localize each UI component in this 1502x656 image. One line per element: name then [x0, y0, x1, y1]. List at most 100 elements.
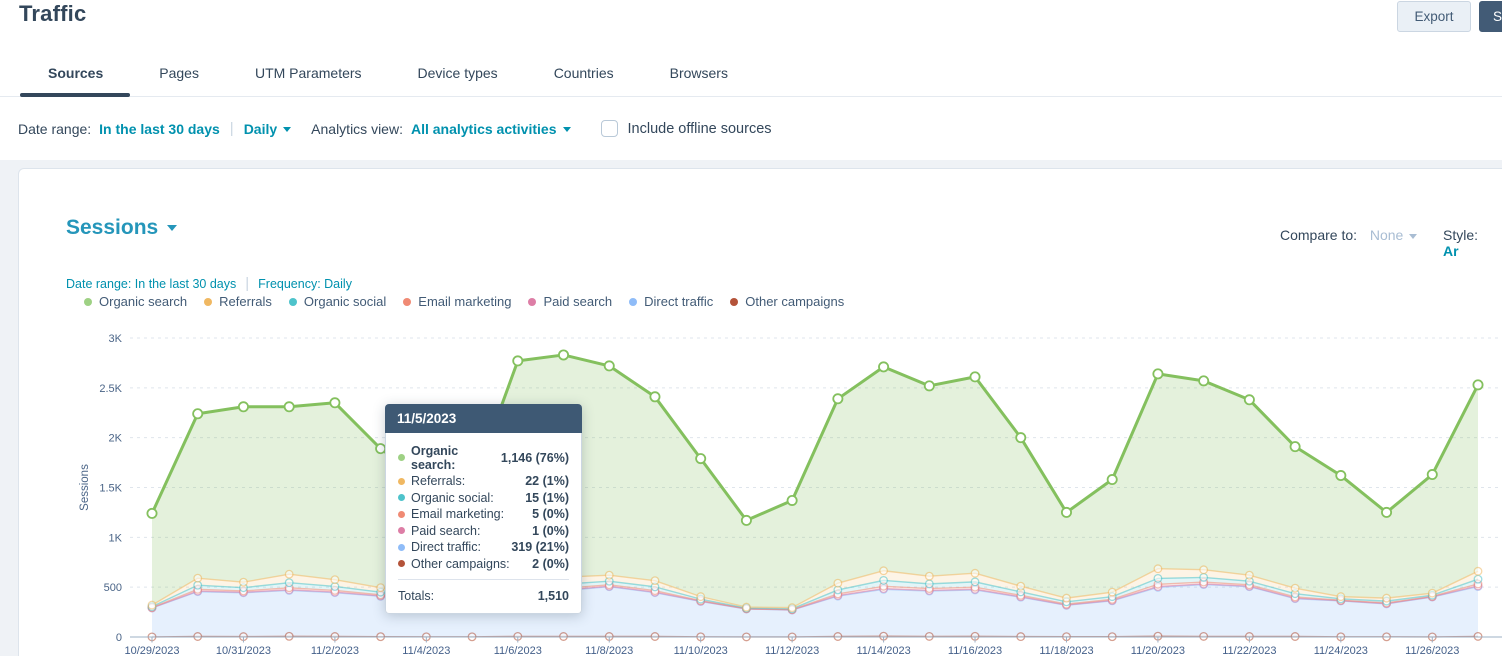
compare-to-label: Compare to: [1280, 227, 1358, 243]
tab-sources[interactable]: Sources [48, 65, 104, 81]
line-organic-search [150, 353, 1480, 522]
divider: | [245, 275, 250, 292]
legend-label: Organic search [99, 294, 188, 309]
legend-dot-icon [204, 297, 213, 306]
report-meta-date-range: Date range: In the last 30 days [66, 277, 237, 291]
line-organic-social [151, 576, 1479, 610]
legend-dot-icon [398, 510, 405, 518]
filter-bar: Date range: In the last 30 days | Daily … [0, 97, 1502, 160]
chevron-down-icon [562, 127, 571, 133]
chart-tooltip: 11/5/2023 Organic search: 1,146 (76%) Refe… [385, 404, 582, 614]
style-label: Style: [1443, 227, 1479, 243]
style-dropdown[interactable]: Ar [1443, 243, 1459, 259]
chart-gridlines [130, 337, 1502, 588]
svg-text:0: 0 [116, 632, 122, 644]
save-button[interactable]: S [1479, 1, 1502, 32]
active-tab-underline [20, 93, 130, 97]
page-title: Traffic [19, 1, 87, 26]
legend-label: Other campaigns [745, 294, 845, 309]
svg-text:2K: 2K [109, 433, 123, 445]
tab-bar: Sources Pages UTM Parameters Device types Co… [0, 50, 1502, 97]
svg-text:11/4/2023: 11/4/2023 [402, 645, 450, 656]
line-referrals [151, 568, 1479, 609]
report-card [18, 168, 1502, 656]
legend-dot-icon [629, 297, 638, 306]
line-paid-search [151, 583, 1479, 611]
legend-label: Paid search [543, 294, 613, 309]
divider: | [229, 120, 234, 137]
x-axis-tick-labels: 10/29/2023 10/31/2023 11/2/2023 11/4/2023 11… [124, 637, 1459, 656]
style-control: Style: Ar [1443, 227, 1502, 259]
legend-dot-icon [398, 494, 405, 501]
analytics-view-label: Analytics view: [311, 120, 403, 137]
tooltip-date: 11/5/2023 [385, 404, 582, 433]
svg-text:11/18/2023: 11/18/2023 [1039, 645, 1093, 656]
legend-item-paid-search[interactable]: Paid search [528, 294, 612, 309]
frequency-dropdown[interactable]: Daily [244, 121, 292, 137]
chart-legend: Organic search Referrals Organic social Ema… [84, 294, 844, 309]
svg-text:11/26/2023: 11/26/2023 [1405, 645, 1459, 656]
date-range-label: Date range: [18, 120, 92, 137]
tooltip-row-email-marketing: Email marketing: 5 (0%) [398, 507, 569, 521]
tab-browsers[interactable]: Browsers [669, 65, 728, 81]
tab-pages[interactable]: Pages [159, 65, 199, 81]
sessions-chart[interactable]: 0 500 1K 1.5K 2K 2.5K 3K Sessions 10/29/2023 10/3… [0, 320, 1502, 656]
svg-text:11/24/2023: 11/24/2023 [1314, 645, 1368, 656]
legend-item-direct-traffic[interactable]: Direct traffic [629, 294, 713, 309]
area-organic-social [152, 577, 1478, 610]
legend-dot-icon [398, 560, 405, 567]
area-referrals [152, 568, 1478, 609]
export-button[interactable]: Export [1397, 1, 1471, 32]
legend-item-organic-search[interactable]: Organic search [84, 294, 187, 309]
area-organic-search [152, 354, 1478, 608]
legend-dot-icon [398, 527, 405, 534]
legend-dot-icon [528, 297, 537, 306]
legend-label: Organic social [303, 294, 387, 309]
legend-label: Email marketing [418, 294, 512, 309]
svg-text:1K: 1K [109, 532, 123, 544]
tooltip-row-organic-social: Organic social: 15 (1%) [398, 491, 569, 505]
compare-to-dropdown[interactable]: None [1370, 227, 1418, 243]
tab-device-types[interactable]: Device types [417, 65, 498, 81]
legend-item-email-marketing[interactable]: Email marketing [403, 294, 511, 309]
sessions-metric-dropdown[interactable]: Sessions [66, 216, 178, 240]
legend-dot-icon [84, 297, 92, 306]
svg-text:11/2/2023: 11/2/2023 [311, 645, 359, 656]
legend-dot-icon [730, 297, 739, 306]
legend-item-other-campaigns[interactable]: Other campaigns [730, 294, 844, 309]
tooltip-row-organic-search: Organic search: 1,146 (76%) [398, 444, 569, 472]
offline-sources-label: Include offline sources [627, 120, 772, 137]
tooltip-row-paid-search: Paid search: 1 (0%) [398, 524, 569, 538]
sessions-chart-svg[interactable]: 0 500 1K 1.5K 2K 2.5K 3K Sessions 10/29/2023 10/3… [0, 320, 1502, 656]
line-email-marketing [151, 581, 1479, 611]
legend-dot-icon [398, 477, 405, 485]
legend-item-referrals[interactable]: Referrals [204, 294, 272, 309]
legend-item-organic-social[interactable]: Organic social [288, 294, 387, 309]
svg-text:11/14/2023: 11/14/2023 [856, 645, 910, 656]
svg-text:11/16/2023: 11/16/2023 [948, 645, 1002, 656]
svg-text:11/22/2023: 11/22/2023 [1222, 645, 1276, 656]
legend-label: Referrals [219, 294, 272, 309]
svg-text:10/31/2023: 10/31/2023 [216, 645, 271, 656]
svg-text:11/20/2023: 11/20/2023 [1131, 645, 1185, 656]
svg-text:2.5K: 2.5K [99, 383, 122, 395]
tooltip-body: Organic search: 1,146 (76%) Referrals: 22 (… [385, 433, 582, 614]
svg-text:11/6/2023: 11/6/2023 [494, 645, 542, 656]
date-range-link[interactable]: In the last 30 days [99, 120, 220, 137]
compare-to-control: Compare to: None [1280, 227, 1418, 243]
legend-dot-icon [398, 543, 405, 551]
tab-countries[interactable]: Countries [553, 65, 614, 81]
area-direct-traffic [152, 584, 1478, 637]
tab-utm-parameters[interactable]: UTM Parameters [254, 65, 362, 81]
tooltip-row-referrals: Referrals: 22 (1%) [398, 474, 569, 488]
analytics-view-dropdown[interactable]: All analytics activities [411, 121, 571, 137]
svg-text:1.5K: 1.5K [99, 483, 122, 495]
tooltip-row-direct-traffic: Direct traffic: 319 (21%) [398, 540, 569, 554]
report-meta: Date range: In the last 30 days | Frequenc… [66, 275, 352, 292]
legend-dot-icon [288, 297, 297, 306]
svg-text:500: 500 [104, 582, 122, 594]
offline-sources-checkbox[interactable] [600, 120, 618, 137]
svg-text:10/29/2023: 10/29/2023 [124, 645, 179, 656]
legend-label: Direct traffic [644, 294, 714, 309]
svg-text:11/10/2023: 11/10/2023 [674, 645, 728, 656]
